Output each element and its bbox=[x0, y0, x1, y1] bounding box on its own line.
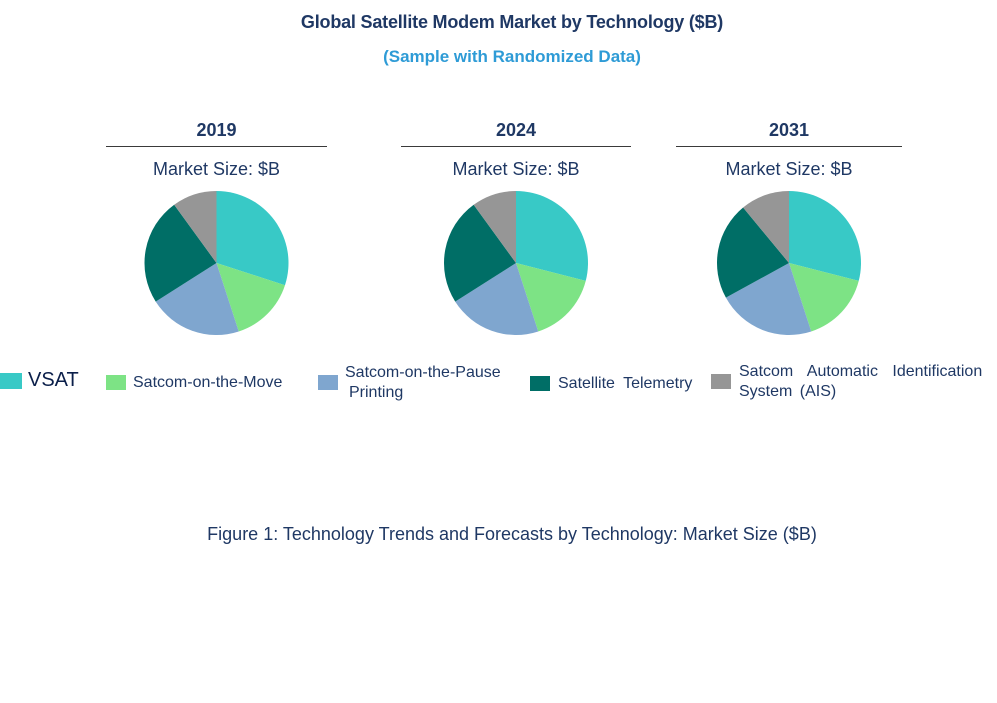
pie-slice-2031-vsat bbox=[789, 191, 861, 281]
legend-swatch-satcom-pause bbox=[318, 375, 338, 390]
pie-slice-2031-satcom-move bbox=[789, 263, 859, 332]
pie-slice-2031-ais bbox=[743, 191, 789, 263]
pie-slice-2024-ais bbox=[473, 191, 516, 263]
legend-label-satcom-pause-line1: Satcom-on-the-Pause bbox=[345, 364, 501, 381]
legend-swatch-satcom-move bbox=[106, 375, 126, 390]
legend-label-satcom-pause: Satcom-on-the-Pause Printing bbox=[345, 363, 501, 403]
pie-slice-2019-ais bbox=[174, 191, 217, 263]
legend-item-satcom-move: Satcom-on-the-Move bbox=[106, 373, 282, 393]
pie-panel-2024: 2024 Market Size: $B bbox=[401, 118, 631, 348]
panel-divider bbox=[401, 146, 631, 147]
pie-slice-2031-satcom-pause bbox=[725, 263, 812, 335]
legend-label-ais-line2: System (AIS) bbox=[739, 383, 837, 400]
pie-slice-2019-satcom-move bbox=[216, 263, 285, 332]
pie-slice-2024-vsat bbox=[516, 191, 588, 281]
legend-item-ais: Satcom Automatic Identification System (… bbox=[711, 362, 982, 402]
legend-label-telemetry: Satellite Telemetry bbox=[558, 375, 693, 392]
pie-panel-2019: 2019 Market Size: $B bbox=[106, 118, 327, 348]
pie-year-2019: 2019 bbox=[196, 120, 237, 140]
pie-chart-2031 bbox=[717, 191, 861, 335]
legend-swatch-telemetry bbox=[530, 376, 550, 391]
pie-slice-2031-telemetry bbox=[717, 207, 789, 298]
pie-label-2031: Market Size: $B bbox=[725, 159, 853, 179]
pie-label-2024: Market Size: $B bbox=[452, 159, 580, 179]
pie-chart-2019 bbox=[144, 191, 289, 335]
panel-divider bbox=[676, 146, 902, 147]
legend-swatch-ais bbox=[711, 374, 731, 389]
pie-slice-2019-vsat bbox=[216, 191, 289, 286]
panel-divider bbox=[106, 146, 327, 147]
pie-slice-2024-satcom-pause bbox=[455, 263, 539, 335]
pie-slice-2019-satcom-pause bbox=[155, 263, 239, 335]
legend-swatch-vsat bbox=[0, 373, 22, 389]
pie-slice-2024-satcom-move bbox=[516, 263, 586, 332]
legend-label-satcom-move: Satcom-on-the-Move bbox=[133, 374, 283, 391]
legend-label-ais: Satcom Automatic Identification System (… bbox=[739, 362, 982, 402]
chart-title: Global Satellite Modem Market by Technol… bbox=[300, 12, 724, 32]
pie-chart-2024 bbox=[444, 191, 588, 335]
pie-year-2031: 2031 bbox=[768, 120, 810, 140]
figure-caption: Figure 1: Technology Trends and Forecast… bbox=[207, 524, 817, 544]
pie-slice-2019-telemetry bbox=[144, 204, 217, 302]
legend-label-vsat: VSAT bbox=[28, 369, 79, 391]
legend-item-vsat: VSAT bbox=[0, 369, 79, 391]
chart-subtitle: (Sample with Randomized Data) bbox=[383, 47, 641, 66]
legend-label-ais-line1: Satcom Automatic Identification bbox=[739, 363, 983, 380]
pie-panel-2031: 2031 Market Size: $B bbox=[676, 118, 902, 348]
legend-item-satcom-pause: Satcom-on-the-Pause Printing bbox=[318, 363, 501, 403]
pie-slice-2024-telemetry bbox=[444, 204, 516, 302]
pie-label-2019: Market Size: $B bbox=[152, 159, 281, 179]
legend-label-satcom-pause-line2: Printing bbox=[349, 384, 404, 401]
pie-year-2024: 2024 bbox=[495, 120, 537, 140]
legend-item-telemetry: Satellite Telemetry bbox=[530, 374, 692, 394]
